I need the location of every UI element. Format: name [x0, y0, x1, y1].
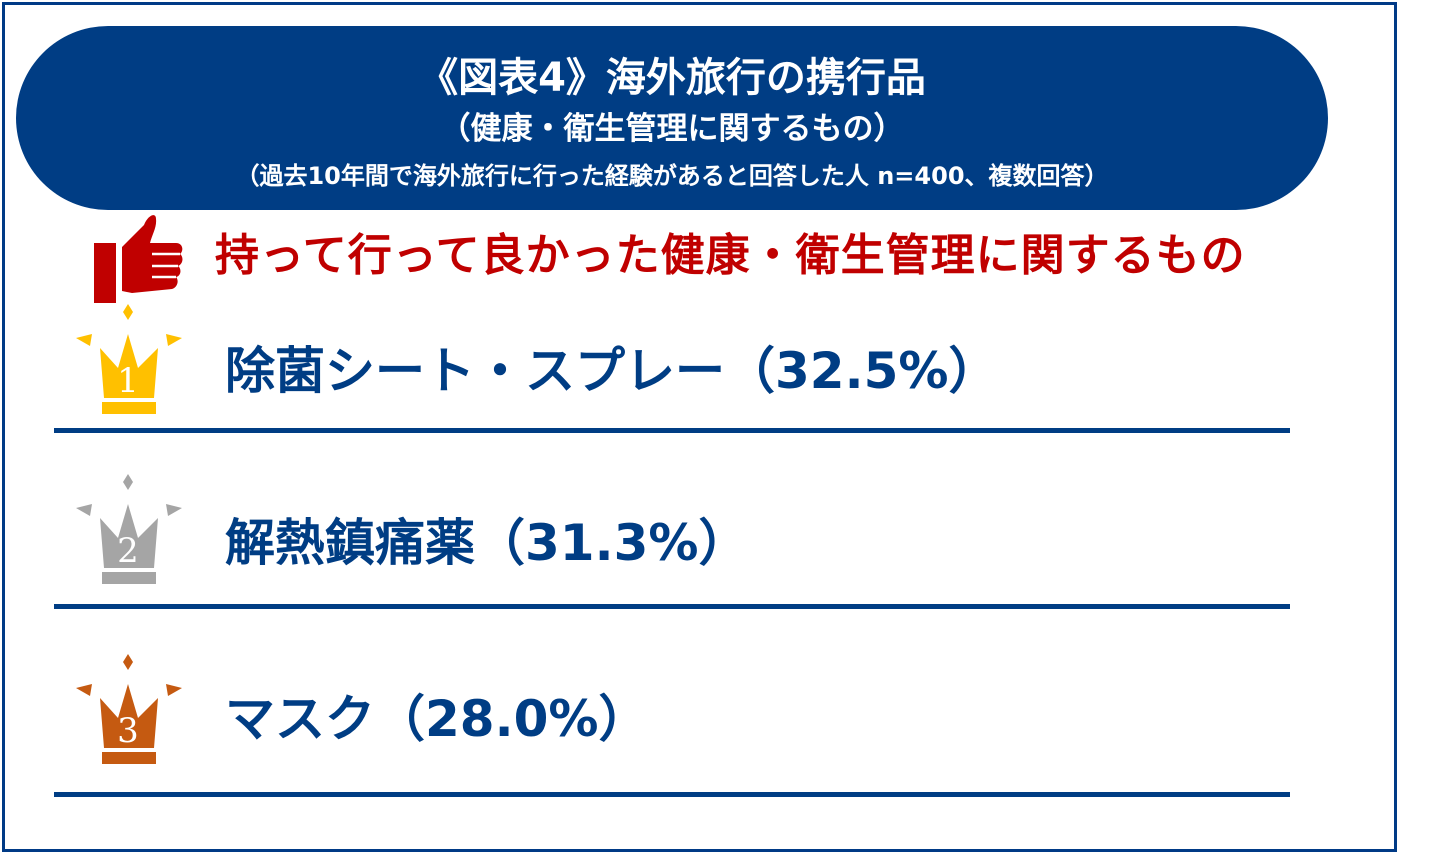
bronze-crown-icon: 3	[76, 654, 182, 764]
divider-line	[54, 604, 1290, 609]
rank-3-label: マスク（28.0%）	[225, 690, 649, 748]
rank-number: 1	[117, 361, 139, 401]
survey-note: （過去10年間で海外旅行に行った経験があると回答した人 n=400、複数回答）	[235, 162, 1109, 190]
chart-subtitle: （健康・衛生管理に関するもの）	[439, 111, 905, 147]
crown-body	[100, 684, 158, 748]
outer-frame	[2, 2, 1397, 852]
crown-body	[100, 334, 158, 398]
rank-2-label: 解熱鎮痛薬（31.3%）	[225, 514, 749, 572]
rank-1-label: 除菌シート・スプレー（32.5%）	[225, 342, 999, 400]
rank-number: 2	[117, 531, 139, 571]
silver-crown-icon: 2	[76, 474, 182, 584]
section-heading: 持って行って良かった健康・衛生管理に関するもの	[215, 230, 1246, 281]
thumbs-up-icon	[94, 215, 183, 303]
divider-line	[54, 428, 1290, 433]
gold-crown-icon: 1	[76, 304, 182, 414]
title-banner: 《図表4》海外旅行の携行品 （健康・衛生管理に関するもの） （過去10年間で海外…	[16, 26, 1328, 210]
divider-line	[54, 792, 1290, 797]
rank-number: 3	[117, 711, 139, 751]
crown-body	[100, 504, 158, 568]
chart-title: 《図表4》海外旅行の携行品	[418, 55, 926, 101]
